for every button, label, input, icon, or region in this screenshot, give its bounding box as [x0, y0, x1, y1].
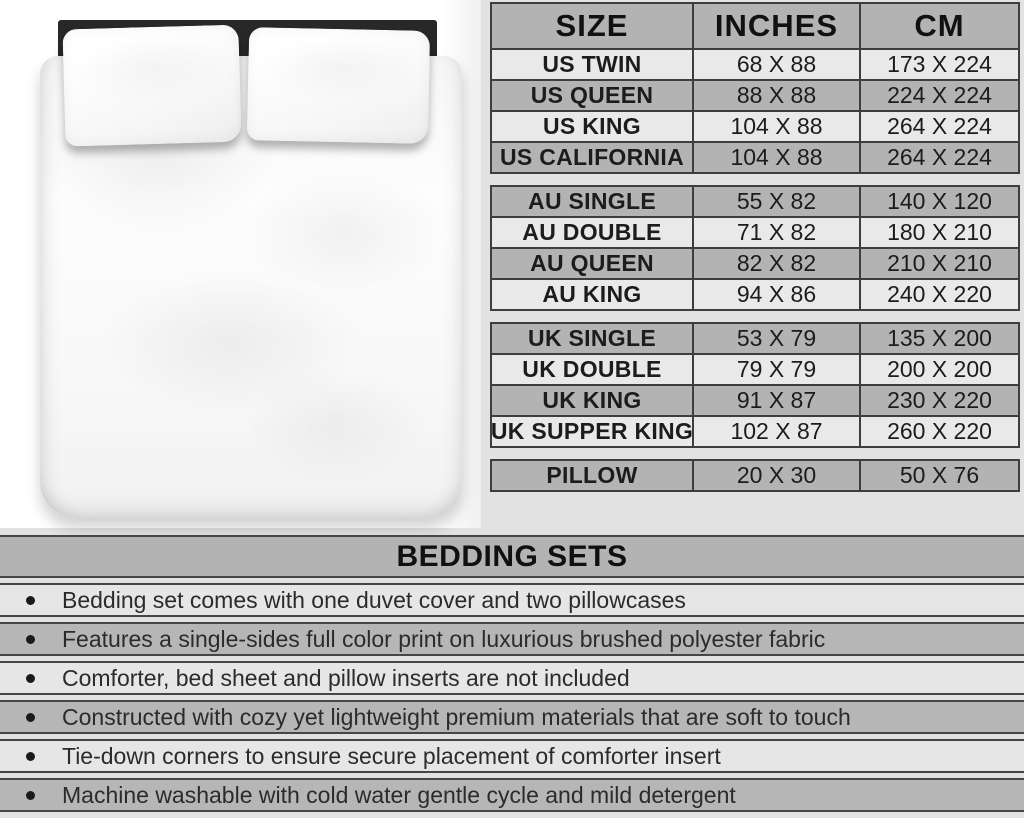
feature-text: Tie-down corners to ensure secure placem… — [62, 742, 721, 769]
size-cell: UK KING — [492, 386, 692, 415]
product-photo — [0, 0, 481, 528]
cm-cell: 224 X 224 — [861, 81, 1018, 110]
size-cell: AU SINGLE — [492, 187, 692, 216]
size-table-uk-group: UK SINGLE 53 X 79 135 X 200 UK DOUBLE 79… — [490, 322, 1020, 448]
pillow-left-graphic — [62, 24, 242, 147]
cm-cell: 135 X 200 — [861, 324, 1018, 353]
size-cell: US QUEEN — [492, 81, 692, 110]
cm-cell: 264 X 224 — [861, 112, 1018, 141]
cm-cell: 230 X 220 — [861, 386, 1018, 415]
size-cell: AU KING — [492, 280, 692, 309]
inches-cell: 104 X 88 — [694, 112, 859, 141]
cm-cell: 200 X 200 — [861, 355, 1018, 384]
feature-text: Features a single-sides full color print… — [62, 625, 826, 652]
bullet-icon — [26, 673, 35, 683]
bullet-icon — [26, 790, 35, 800]
feature-text: Comforter, bed sheet and pillow inserts … — [62, 664, 630, 691]
cm-cell: 260 X 220 — [861, 417, 1018, 446]
cm-cell: 173 X 224 — [861, 50, 1018, 79]
size-cell: UK SINGLE — [492, 324, 692, 353]
column-header-size: SIZE — [492, 4, 692, 48]
inches-cell: 88 X 88 — [694, 81, 859, 110]
size-cell: US CALIFORNIA — [492, 143, 692, 172]
size-table-us-group: SIZE INCHES CM US TWIN 68 X 88 173 X 224… — [490, 2, 1020, 174]
feature-item: Features a single-sides full color print… — [0, 622, 1024, 656]
column-header-inches: INCHES — [694, 4, 859, 48]
inches-cell: 102 X 87 — [694, 417, 859, 446]
info-panel-title: BEDDING SETS — [0, 535, 1024, 578]
feature-item: Bedding set comes with one duvet cover a… — [0, 583, 1024, 617]
feature-text: Machine washable with cold water gentle … — [62, 781, 736, 808]
cm-cell: 264 X 224 — [861, 143, 1018, 172]
inches-cell: 82 X 82 — [694, 249, 859, 278]
size-cell: UK SUPPER KING — [490, 417, 694, 446]
inches-cell: 91 X 87 — [694, 386, 859, 415]
bullet-icon — [26, 634, 35, 644]
bedding-info-panel: BEDDING SETS Bedding set comes with one … — [0, 535, 1024, 812]
pillow-right-graphic — [246, 27, 431, 144]
size-cell: US KING — [492, 112, 692, 141]
cm-cell: 210 X 210 — [861, 249, 1018, 278]
feature-item: Tie-down corners to ensure secure placem… — [0, 739, 1024, 773]
inches-cell: 94 X 86 — [694, 280, 859, 309]
size-cell: PILLOW — [492, 461, 692, 490]
bullet-icon — [26, 751, 35, 761]
size-cell: AU QUEEN — [492, 249, 692, 278]
column-header-cm: CM — [861, 4, 1018, 48]
size-cell: AU DOUBLE — [492, 218, 692, 247]
bullet-icon — [26, 595, 35, 605]
inches-cell: 55 X 82 — [694, 187, 859, 216]
feature-item: Machine washable with cold water gentle … — [0, 778, 1024, 812]
feature-item: Comforter, bed sheet and pillow inserts … — [0, 661, 1024, 695]
size-table-au-group: AU SINGLE 55 X 82 140 X 120 AU DOUBLE 71… — [490, 185, 1020, 311]
cm-cell: 140 X 120 — [861, 187, 1018, 216]
inches-cell: 68 X 88 — [694, 50, 859, 79]
size-cell: UK DOUBLE — [492, 355, 692, 384]
size-table-pillow-group: PILLOW 20 X 30 50 X 76 — [490, 459, 1020, 492]
size-cell: US TWIN — [492, 50, 692, 79]
size-table: SIZE INCHES CM US TWIN 68 X 88 173 X 224… — [490, 2, 1020, 492]
feature-text: Constructed with cozy yet lightweight pr… — [62, 703, 851, 730]
cm-cell: 180 X 210 — [861, 218, 1018, 247]
feature-item: Constructed with cozy yet lightweight pr… — [0, 700, 1024, 734]
inches-cell: 71 X 82 — [694, 218, 859, 247]
inches-cell: 79 X 79 — [694, 355, 859, 384]
feature-text: Bedding set comes with one duvet cover a… — [62, 586, 686, 613]
inches-cell: 53 X 79 — [694, 324, 859, 353]
bullet-icon — [26, 712, 35, 722]
inches-cell: 20 X 30 — [694, 461, 859, 490]
cm-cell: 50 X 76 — [861, 461, 1018, 490]
cm-cell: 240 X 220 — [861, 280, 1018, 309]
inches-cell: 104 X 88 — [694, 143, 859, 172]
